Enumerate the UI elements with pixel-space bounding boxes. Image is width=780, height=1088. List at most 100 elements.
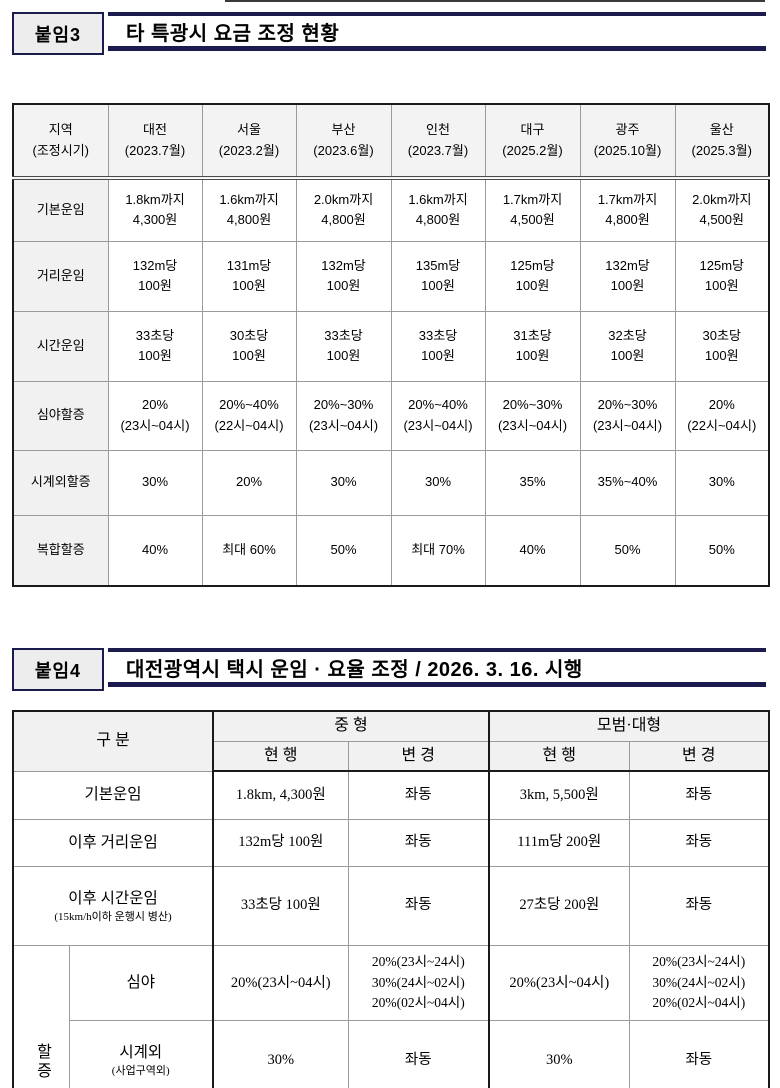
cell: 33초당 100원 — [390, 310, 486, 382]
cell: 35%~40% — [579, 449, 676, 516]
group-header-deluxe: 모범·대형 — [488, 710, 770, 742]
cell: 20%~30% (23시~04시) — [295, 380, 392, 451]
city-header-busan: 부산 (2023.6월) — [295, 103, 392, 180]
cell: 1.6km까지 4,800원 — [201, 177, 297, 242]
cell: 40% — [484, 514, 581, 587]
surcharge-group-label: 할증 — [12, 944, 70, 1088]
cell: 3km, 5,500원 — [488, 770, 630, 820]
attachment4-header: 붙임4 대전광역시 택시 운임 · 요율 조정 / 2026. 3. 16. 시… — [12, 648, 768, 691]
subheader-current: 현 행 — [488, 740, 630, 772]
metro-fare-table: 지역 (조정시기) 대전 (2023.7월) 서울 (2023.2월) 부산 (… — [12, 103, 770, 587]
cell: 1.6km까지 4,800원 — [390, 177, 486, 242]
cell: 1.8km, 4,300원 — [212, 770, 349, 820]
row-label: 이후 시간운임 (15km/h이하 운행시 병산) — [12, 865, 215, 946]
cell: 20%~40% (22시~04시) — [201, 380, 297, 451]
metro-table-header-row: 지역 (조정시기) 대전 (2023.7월) 서울 (2023.2월) 부산 (… — [12, 103, 770, 180]
night-surcharge-row: 할증 심야 20%(23시~04시) 20%(23시~24시) 30%(24시~… — [12, 944, 770, 1088]
cell: 30% — [212, 1019, 349, 1088]
cell: 135m당 100원 — [390, 240, 486, 312]
city-header-daejeon: 대전 (2023.7월) — [107, 103, 203, 180]
attachment3-badge: 붙임3 — [12, 12, 104, 55]
cell: 20% (22시~04시) — [674, 380, 770, 451]
cell: 좌동 — [347, 770, 491, 820]
row-label: 기본운임 — [12, 177, 109, 242]
cell: 좌동 — [628, 770, 770, 820]
row-label-text: 이후 시간운임 — [68, 890, 158, 908]
combined-surcharge-row: 복합할증 40% 최대 60% 50% 최대 70% 40% 50% 50% — [12, 514, 770, 587]
cell: 27초당 200원 — [488, 865, 630, 946]
city-header-ulsan: 울산 (2025.3월) — [674, 103, 770, 180]
row-label-text: 시계외 — [119, 1044, 163, 1062]
subheader-row: 현 행 변 경 현 행 변 경 — [13, 740, 770, 772]
cell: 좌동 — [628, 865, 770, 946]
subheader-changed: 변 경 — [347, 740, 491, 772]
cell: 30% — [390, 449, 486, 516]
out-of-area-surcharge-row: 시계외 (사업구역외) 30% 좌동 30% 좌동 — [13, 1019, 770, 1088]
cell: 20%~30% (23시~04시) — [579, 380, 676, 451]
cell: 125m당 100원 — [484, 240, 581, 312]
cell: 131m당 100원 — [201, 240, 297, 312]
cell: 50% — [674, 514, 770, 587]
cell: 20% — [201, 449, 297, 516]
cell: 20%(23시~24시) 30%(24시~02시) 20%(02시~04시) — [628, 944, 770, 1021]
cell: 좌동 — [347, 818, 491, 867]
cell: 좌동 — [628, 1019, 770, 1088]
row-label: 심야할증 — [12, 380, 109, 451]
cell: 33초당 100원 — [295, 310, 392, 382]
attachment4-title: 대전광역시 택시 운임 · 요율 조정 / 2026. 3. 16. 시행 — [108, 648, 766, 687]
row-label: 시계외 (사업구역외) — [68, 1019, 215, 1088]
cell: 30초당 100원 — [201, 310, 297, 382]
cell: 20%(23시~04시) — [212, 944, 349, 1021]
row-label: 심야 — [68, 944, 215, 1021]
cell: 132m당 100원 — [295, 240, 392, 312]
category-corner-header: 구 분 — [12, 710, 215, 772]
city-header-gwangju: 광주 (2025.10월) — [579, 103, 676, 180]
out-of-city-surcharge-row: 시계외할증 30% 20% 30% 30% 35% 35%~40% 30% — [12, 449, 770, 516]
group-header-standard: 중 형 — [212, 710, 491, 742]
cell: 좌동 — [347, 865, 491, 946]
cell: 20%(23시~04시) — [488, 944, 630, 1021]
attachment3-header: 붙임3 타 특광시 요금 조정 현황 — [12, 12, 768, 55]
cell: 32초당 100원 — [579, 310, 676, 382]
row-label: 시간운임 — [12, 310, 109, 382]
cell: 33초당 100원 — [212, 865, 349, 946]
cell: 30% — [488, 1019, 630, 1088]
cell: 2.0km까지 4,500원 — [674, 177, 770, 242]
cell: 20%~40% (23시~04시) — [390, 380, 486, 451]
attachment4-badge: 붙임4 — [12, 648, 104, 691]
cell: 1.7km까지 4,800원 — [579, 177, 676, 242]
cell: 132m당 100원 — [107, 240, 203, 312]
cell: 좌동 — [347, 1019, 491, 1088]
cell: 20% (23시~04시) — [107, 380, 203, 451]
cell: 50% — [579, 514, 676, 587]
cell: 30% — [107, 449, 203, 516]
row-label: 복합할증 — [12, 514, 109, 587]
cell: 최대 70% — [390, 514, 486, 587]
cell: 125m당 100원 — [674, 240, 770, 312]
cell: 132m당 100원 — [579, 240, 676, 312]
row-label: 거리운임 — [12, 240, 109, 312]
city-header-daegu: 대구 (2025.2월) — [484, 103, 581, 180]
cell: 1.7km까지 4,500원 — [484, 177, 581, 242]
cell: 50% — [295, 514, 392, 587]
distance-fare-row: 거리운임 132m당 100원 131m당 100원 132m당 100원 13… — [12, 240, 770, 312]
base-fare-row: 기본운임 1.8km, 4,300원 좌동 3km, 5,500원 좌동 — [12, 770, 770, 820]
subheader-current: 현 행 — [212, 740, 349, 772]
row-sublabel: (사업구역외) — [111, 1065, 170, 1078]
cell: 33초당 100원 — [107, 310, 203, 382]
cell: 1.8km까지 4,300원 — [107, 177, 203, 242]
row-sublabel: (15km/h이하 운행시 병산) — [54, 910, 172, 923]
row-label: 시계외할증 — [12, 449, 109, 516]
distance-fare-row: 이후 거리운임 132m당 100원 좌동 111m당 200원 좌동 — [12, 818, 770, 867]
cell: 20%(23시~24시) 30%(24시~02시) 20%(02시~04시) — [347, 944, 491, 1021]
cell: 31초당 100원 — [484, 310, 581, 382]
cell: 30% — [674, 449, 770, 516]
cell: 2.0km까지 4,800원 — [295, 177, 392, 242]
cell: 30초당 100원 — [674, 310, 770, 382]
region-corner-header: 지역 (조정시기) — [12, 103, 109, 180]
cell: 30% — [295, 449, 392, 516]
cell: 20%~30% (23시~04시) — [484, 380, 581, 451]
cell: 최대 60% — [201, 514, 297, 587]
time-fare-row: 시간운임 33초당 100원 30초당 100원 33초당 100원 33초당 … — [12, 310, 770, 382]
